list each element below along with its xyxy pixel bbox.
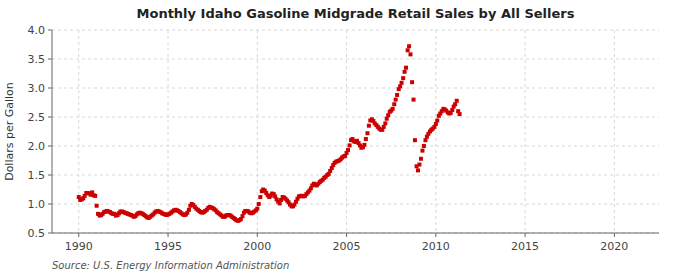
x-tick <box>525 233 526 237</box>
point <box>406 48 410 52</box>
chart-svg: Monthly Idaho Gasoline Midgrade Retail S… <box>0 0 675 275</box>
point <box>458 112 462 116</box>
x-tick-label: 2010 <box>422 240 450 253</box>
x-tick-label: 2015 <box>511 240 539 253</box>
point <box>346 148 350 152</box>
point <box>278 201 282 205</box>
point <box>95 204 99 208</box>
x-axis-line <box>52 233 659 234</box>
y-tick-label: 2.5 <box>28 111 46 124</box>
point <box>401 76 405 80</box>
grid <box>52 30 659 233</box>
x-tick <box>168 233 169 237</box>
x-tick <box>257 233 258 237</box>
y-tick <box>48 204 52 205</box>
point <box>365 131 369 135</box>
y-tick <box>48 88 52 89</box>
point <box>255 207 259 211</box>
points <box>77 44 462 223</box>
x-grid-line <box>168 30 169 233</box>
y-axis-label: Dollars per Gallon <box>3 82 16 181</box>
axes: 0.5 1.0 1.5 2.0 2.5 3.0 3.5 4.0 1990 1995 2000 2005… <box>28 24 660 253</box>
point <box>385 117 389 121</box>
point <box>419 157 423 161</box>
point <box>404 66 408 70</box>
x-tick-label: 2000 <box>243 240 271 253</box>
title: Monthly Idaho Gasoline Midgrade Retail S… <box>137 6 575 21</box>
point <box>93 194 97 198</box>
x-tick <box>614 233 615 237</box>
point <box>420 149 424 153</box>
x-grid-line <box>78 30 79 233</box>
point <box>382 125 386 129</box>
chart-container: Monthly Idaho Gasoline Midgrade Retail S… <box>0 0 675 275</box>
point <box>258 195 262 199</box>
point <box>398 84 402 88</box>
point <box>383 121 387 125</box>
point <box>434 122 438 126</box>
x-grid-line <box>435 30 436 233</box>
point <box>413 138 417 142</box>
x-tick <box>78 233 79 237</box>
point <box>435 118 439 122</box>
point <box>422 144 426 148</box>
point <box>240 214 244 218</box>
x-grid-line <box>614 30 615 233</box>
y-tick <box>48 117 52 118</box>
point <box>392 102 396 106</box>
point <box>391 107 395 111</box>
y-tick <box>48 30 52 31</box>
x-tick-label: 2020 <box>600 240 628 253</box>
y-tick-label: 0.5 <box>28 227 46 240</box>
y-tick <box>48 233 52 234</box>
point <box>403 70 407 74</box>
point <box>407 44 411 48</box>
point <box>187 208 191 212</box>
x-tick <box>435 233 436 237</box>
y-grid-line <box>52 204 659 205</box>
y-tick-label: 4.0 <box>28 24 46 37</box>
y-tick-label: 1.5 <box>28 169 46 182</box>
point <box>348 143 352 147</box>
y-tick-label: 3.0 <box>28 82 46 95</box>
x-tick <box>346 233 347 237</box>
source-annotation: Source: U.S. Energy Information Administ… <box>52 260 289 271</box>
y-tick-label: 1.0 <box>28 198 46 211</box>
y-grid-line <box>52 146 659 147</box>
point <box>400 81 404 85</box>
point <box>453 102 457 106</box>
point <box>410 80 414 84</box>
y-tick-label: 2.0 <box>28 140 46 153</box>
point <box>416 168 420 172</box>
y-axis-line <box>52 30 53 233</box>
point <box>417 163 421 167</box>
x-grid-line <box>525 30 526 233</box>
x-tick-label: 2005 <box>333 240 361 253</box>
y-grid-line <box>52 59 659 60</box>
y-grid-line <box>52 88 659 89</box>
y-grid-line <box>52 30 659 31</box>
point <box>362 143 366 147</box>
y-tick <box>48 175 52 176</box>
point <box>367 124 371 128</box>
point <box>257 202 261 206</box>
y-grid-line <box>52 117 659 118</box>
x-tick-label: 1995 <box>154 240 182 253</box>
point <box>450 108 454 112</box>
y-tick <box>48 59 52 60</box>
point <box>386 113 390 117</box>
x-tick-label: 1990 <box>65 240 93 253</box>
point <box>395 93 399 97</box>
y-grid-line <box>52 233 659 234</box>
x-grid-line <box>346 30 347 233</box>
point <box>423 138 427 142</box>
point <box>412 98 416 102</box>
y-tick-label: 3.5 <box>28 53 46 66</box>
point <box>364 137 368 141</box>
y-tick <box>48 146 52 147</box>
point <box>455 99 459 103</box>
point <box>394 98 398 102</box>
y-grid-line <box>52 175 659 176</box>
point <box>408 52 412 56</box>
